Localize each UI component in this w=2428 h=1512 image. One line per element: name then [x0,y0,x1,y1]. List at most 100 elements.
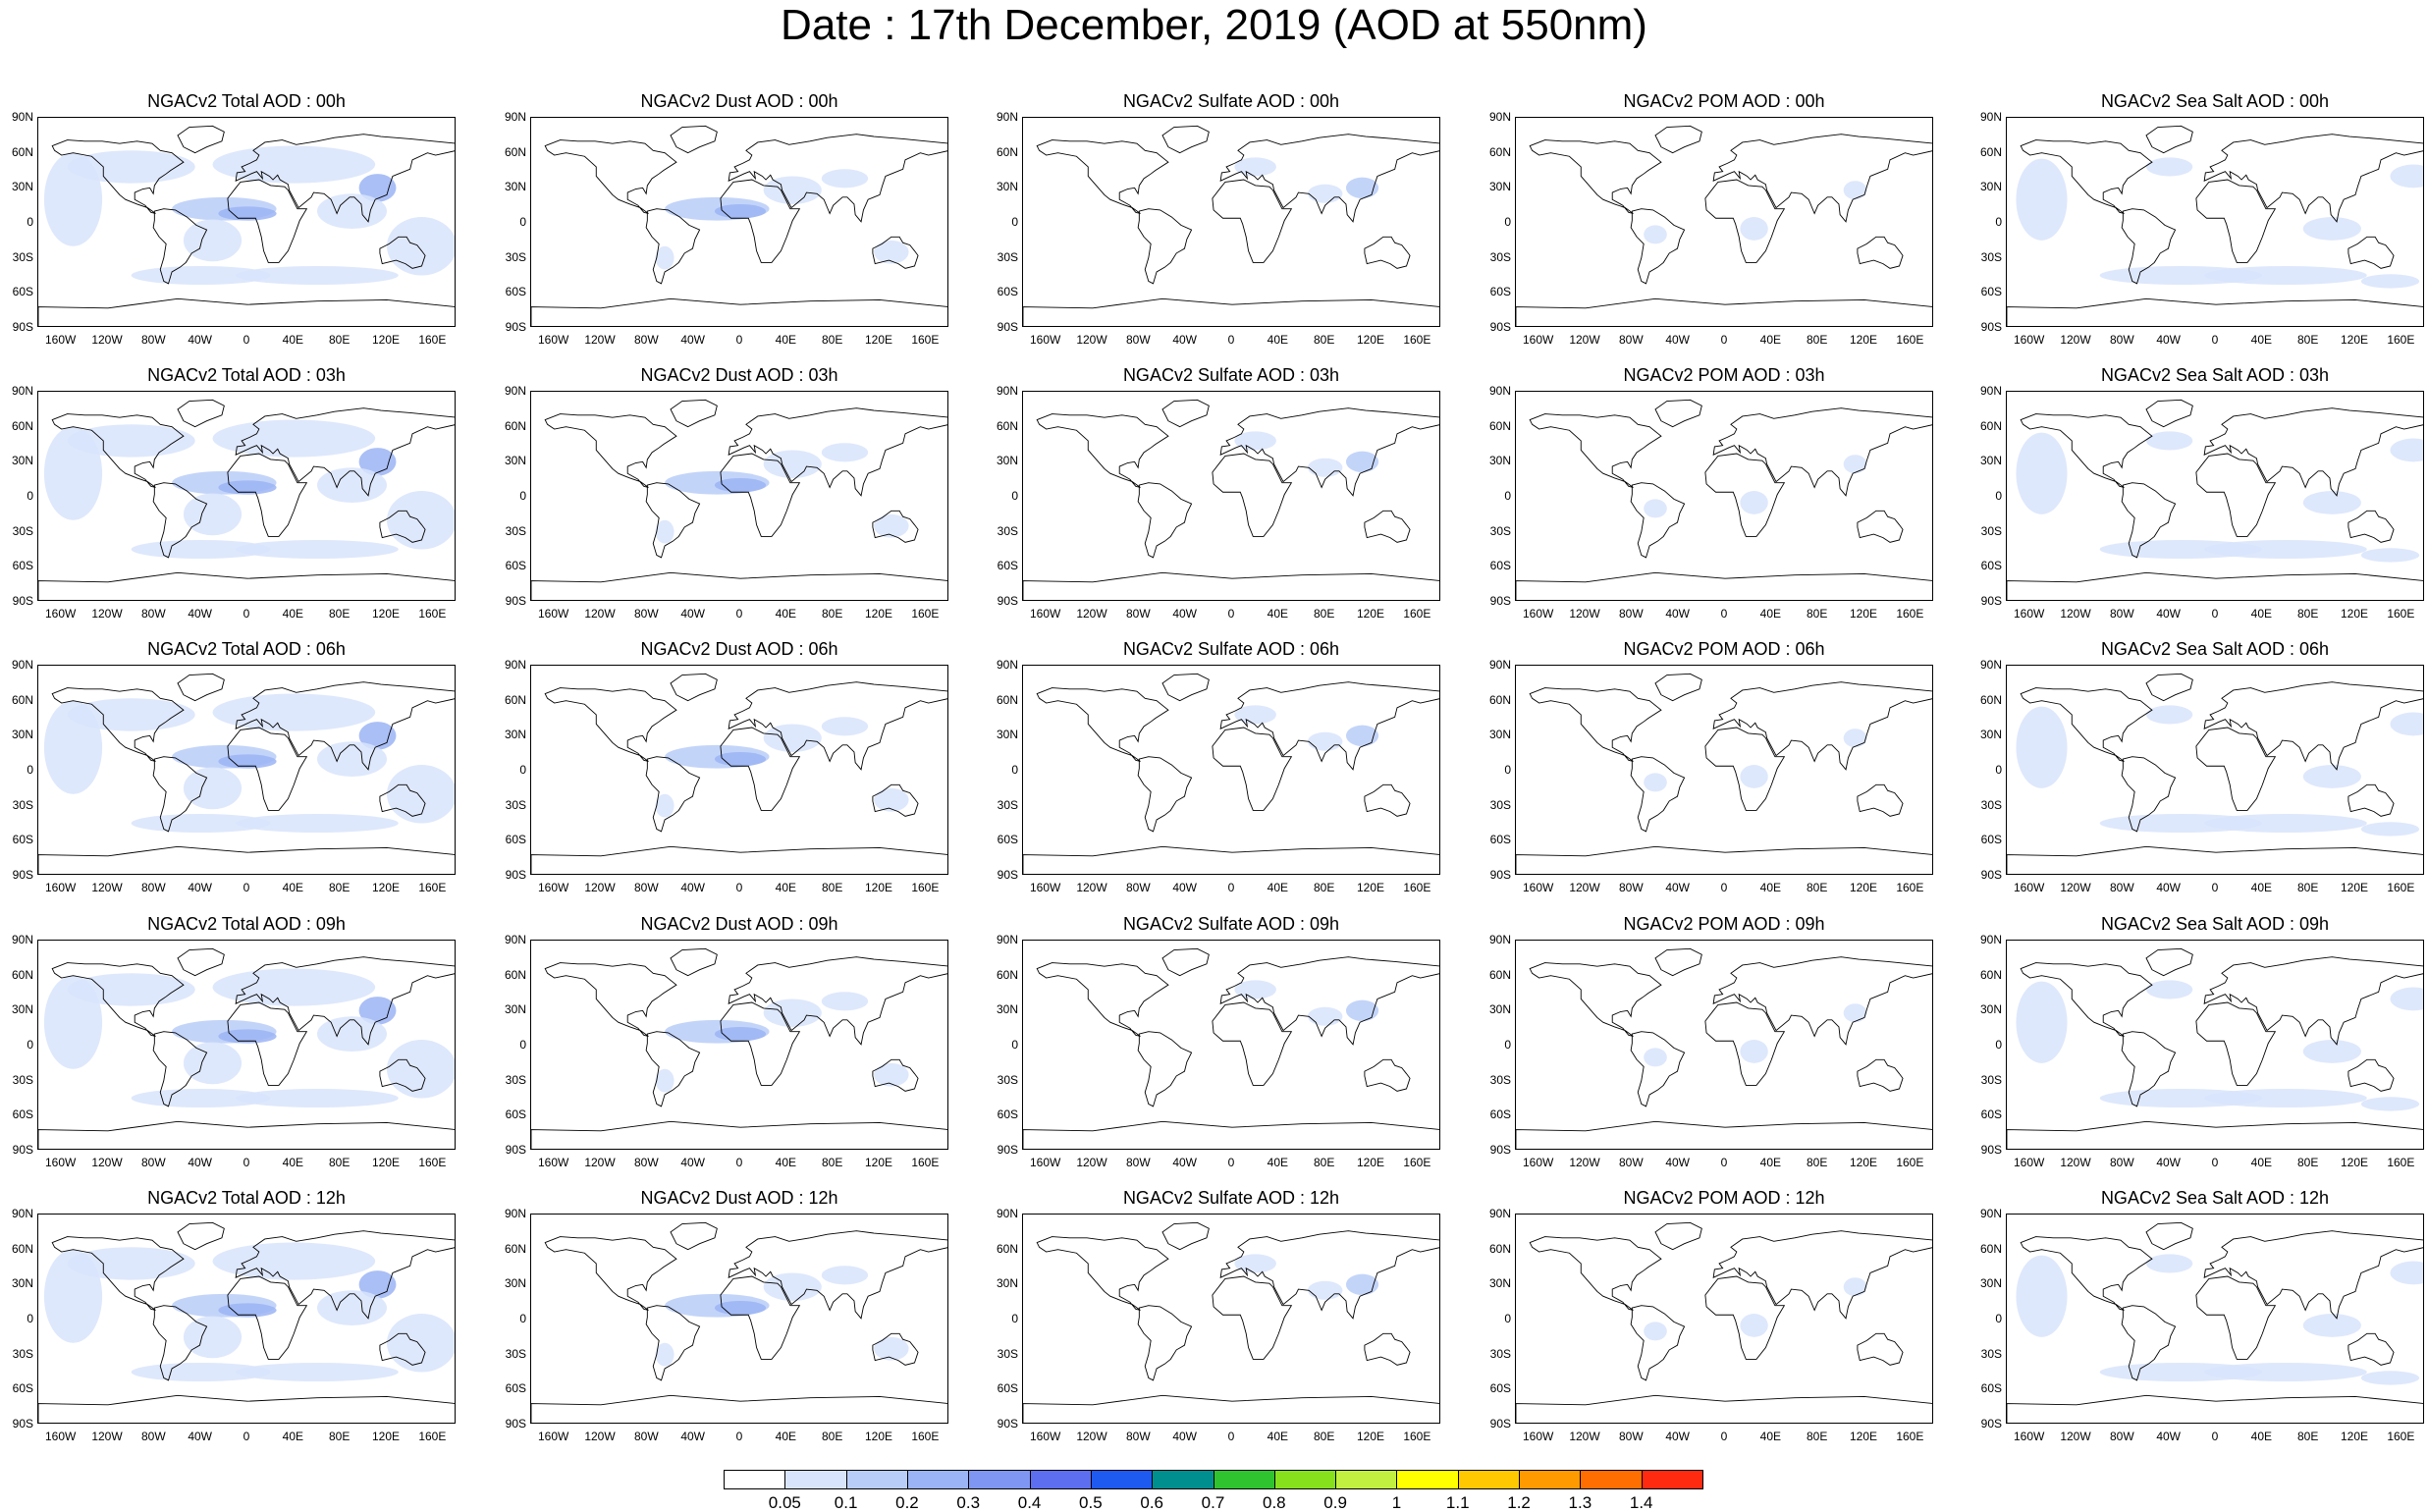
lat-tick-label: 60N [1979,692,2002,707]
lon-tick-label: 80E [2296,1430,2319,1443]
lon-tick-label: 0 [2211,881,2219,894]
lon-tick-label: 80W [2109,607,2134,621]
coastline [152,482,208,559]
coastline [2121,482,2177,559]
lon-tick-label: 0 [735,881,743,894]
lon-tick-label: 40W [680,607,705,621]
coastline [1654,125,1702,154]
aerosol-region [212,693,376,731]
lon-tick-label: 120E [1849,1156,1878,1169]
aerosol-region [2204,1088,2367,1108]
map-plot [1023,673,1439,874]
aerosol-region [1843,181,1867,200]
aerosol-region [2360,274,2420,289]
colorbar-label: 0.1 [834,1493,858,1512]
lon-tick-label: 40W [1172,333,1197,347]
aerosol-region [1234,431,1276,451]
map-plot [1023,399,1439,600]
lon-tick-label: 120W [584,607,616,621]
aerosol-region [67,424,195,458]
lat-tick-label: 90S [1489,868,1511,882]
aerosol-region [317,193,387,229]
lon-tick-label: 80E [1806,1430,1828,1443]
coastline [872,510,919,543]
lon-tick-label: 120E [2340,333,2369,347]
lon-tick-label: 160E [1896,333,1924,347]
aerosol-region [1644,773,1667,792]
coastline [1704,1001,1786,1086]
lon-tick-label: 40E [282,1430,303,1443]
panel-title: NGACv2 Sea Salt AOD : 12h [2100,1188,2330,1208]
aerosol-region [763,724,822,752]
aerosol-region [2016,1255,2068,1337]
lon-tick-label: 0 [243,881,250,894]
aerosol-region [1740,217,1768,241]
coastline [1654,673,1702,702]
lon-tick-label: 120W [1569,1430,1600,1443]
colorbar-label: 0.8 [1262,1493,1286,1512]
lon-tick-label: 160E [1403,881,1431,894]
panel-title: NGACv2 Sulfate AOD : 09h [1122,914,1340,934]
coastline [177,673,225,702]
lat-tick-label: 30S [1489,797,1511,812]
aerosol-region [131,813,271,834]
coastline [728,407,947,497]
lon-tick-label: 80W [2109,881,2134,894]
lon-tick-label: 120E [1356,881,1385,894]
lat-tick-label: 90S [1489,594,1511,608]
coastline [720,453,801,537]
aerosol-region [131,539,271,560]
lon-tick-label: 40W [188,607,212,621]
lat-tick-label: 30N [996,1002,1018,1017]
lon-tick-label: 120E [864,881,893,894]
aerosol-region [43,152,103,246]
lon-tick-label: 80W [633,333,659,347]
aerosol-region [1843,1277,1867,1297]
lat-tick-label: 60S [505,833,526,847]
lon-tick-label: 80E [1806,333,1828,347]
lon-tick-label: 80W [633,1430,659,1443]
map-total [37,665,456,875]
lat-tick-label: 0 [27,489,33,503]
lat-tick-label: 60S [997,285,1018,299]
lat-tick-label: 30N [1488,180,1511,194]
lat-tick-label: 30N [1488,728,1511,742]
map-pom [1515,940,1933,1150]
coastline [872,1332,919,1366]
coastline [1364,510,1411,543]
lon-tick-label: 160W [2013,333,2045,347]
lat-tick-label: 0 [519,763,526,777]
lon-tick-label: 40W [680,333,705,347]
aerosol-region [874,1336,909,1361]
coastline [1516,297,1932,326]
aerosol-region [763,999,822,1027]
lat-tick-label: 90S [997,1417,1018,1431]
lat-tick-label: 60N [996,144,1018,159]
lat-tick-label: 30N [504,1002,526,1017]
aerosol-region [2360,1097,2420,1111]
lon-tick-label: 40W [1172,1156,1197,1169]
aerosol-region [236,539,399,560]
coastline [728,1230,947,1320]
lon-tick-label: 0 [2211,1156,2219,1169]
lon-tick-label: 160W [2013,607,2045,621]
coastline [51,687,185,762]
aerosol-region [1307,731,1343,751]
coastline [1219,407,1439,497]
coastline [544,139,677,214]
panel-title: NGACv2 POM AOD : 00h [1623,91,1825,111]
lon-tick-label: 160W [537,333,569,347]
colorbar-label: 1.3 [1568,1493,1592,1512]
lon-tick-label: 80W [1125,607,1151,621]
lon-tick-label: 40W [1665,333,1690,347]
lon-tick-label: 160W [1029,333,1061,347]
map-sulfate [1022,391,1440,601]
coastline [1137,1031,1193,1107]
aerosol-region [1234,705,1276,725]
lon-tick-label: 40E [1759,1430,1781,1443]
aerosol-region [183,1316,243,1359]
lon-tick-label: 40E [775,1156,796,1169]
lat-tick-label: 0 [519,215,526,229]
panel-title: NGACv2 Sea Salt AOD : 00h [2100,91,2330,111]
lat-tick-label: 60N [996,418,1018,433]
